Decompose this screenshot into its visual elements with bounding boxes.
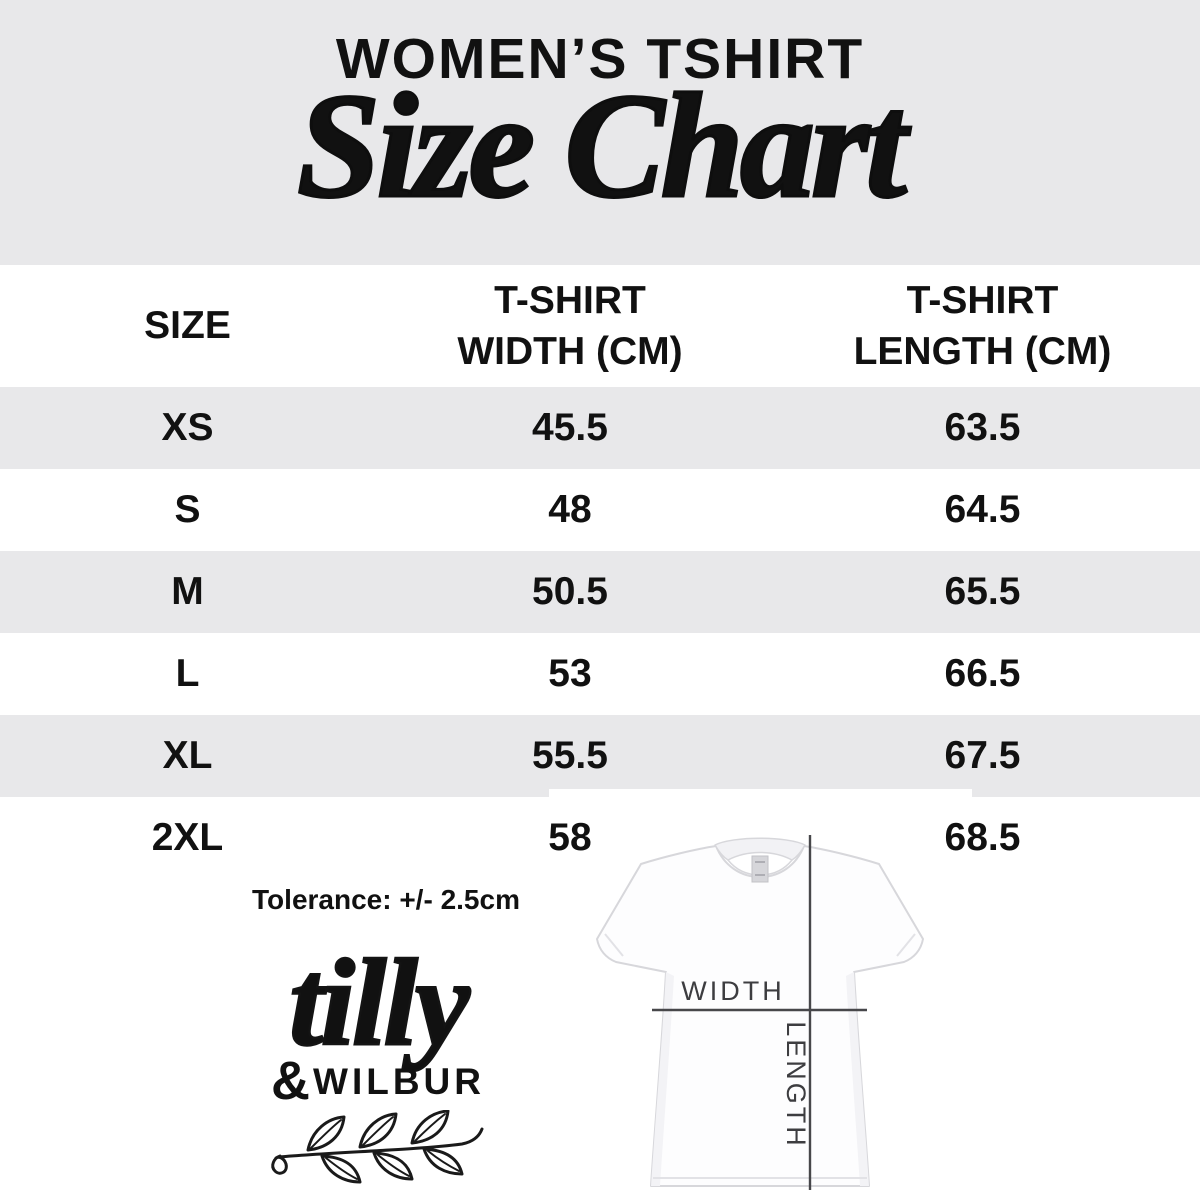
width-cell: 48 [548, 488, 592, 531]
table-row: S 48 64.5 [0, 469, 1200, 551]
tolerance-note: Tolerance: +/- 2.5cm [252, 884, 520, 915]
column-header-length-line2: LENGTH (CM) [853, 330, 1112, 373]
width-cell: 50.5 [532, 570, 608, 613]
table-row: 2XL 58 68.5 [0, 797, 1200, 879]
column-header-length-line1: T-SHIRT [906, 278, 1059, 322]
tshirt-shading-left [651, 972, 674, 1186]
size-cell: XL [162, 734, 213, 777]
table-row: XL 55.5 67.5 [0, 715, 1200, 797]
brand-logo: tilly & WILBUR [178, 934, 578, 1189]
width-cell: 45.5 [532, 406, 608, 449]
brand-name-caps-row: & WILBUR [178, 1054, 578, 1108]
table-header: SIZE T-SHIRT WIDTH (CM) T-SHIRT LENGTH (… [0, 265, 1200, 387]
table-body: XS 45.5 63.5 S 48 64.5 M 50.5 65.5 L 53 … [0, 387, 1200, 879]
length-cell: 68.5 [944, 816, 1021, 859]
length-cell: 66.5 [944, 652, 1021, 695]
table-row: XS 45.5 63.5 [0, 387, 1200, 469]
length-cell: 65.5 [944, 570, 1021, 613]
tshirt-body [596, 845, 924, 1187]
width-measure-label: WIDTH [681, 976, 784, 1006]
column-header-width-line1: T-SHIRT [494, 278, 646, 322]
size-cell: XS [161, 406, 214, 449]
size-cell: L [175, 652, 200, 695]
column-header-size: SIZE [0, 300, 375, 351]
width-cell: 58 [548, 816, 592, 859]
width-cell: 53 [548, 652, 592, 695]
table-row: L 53 66.5 [0, 633, 1200, 715]
tshirt-sleeve-stitch-right [896, 933, 916, 957]
column-header-size-label: SIZE [144, 304, 231, 348]
column-header-length: T-SHIRT LENGTH (CM) [765, 275, 1200, 378]
hero-subtitle: WOMEN’S TSHIRT [335, 27, 865, 91]
length-cell: 64.5 [944, 488, 1021, 531]
length-cell: 67.5 [944, 734, 1021, 777]
column-header-width: T-SHIRT WIDTH (CM) [375, 275, 765, 378]
width-cell: 55.5 [532, 734, 608, 777]
tshirt-diagram: WIDTH LENGTH [549, 789, 972, 1200]
tshirt-sleeve-stitch-left [604, 933, 624, 957]
brand-name-caps: WILBUR [313, 1060, 485, 1102]
size-cell: S [174, 488, 201, 531]
table-row: M 50.5 65.5 [0, 551, 1200, 633]
tshirt-shading-right [846, 972, 869, 1186]
hero-band: WOMEN’S TSHIRT Size Chart [0, 0, 1200, 265]
size-cell: 2XL [151, 816, 224, 859]
laurel-branch-icon [178, 1109, 578, 1189]
column-header-width-line2: WIDTH (CM) [457, 330, 683, 373]
brand-ampersand: & [271, 1051, 311, 1112]
length-cell: 63.5 [944, 406, 1021, 449]
size-cell: M [171, 570, 204, 613]
brand-name-script: tilly [288, 934, 471, 1071]
page-title: Size Chart [295, 62, 908, 230]
tshirt-collar-band [714, 837, 806, 861]
length-measure-label: LENGTH [781, 1021, 811, 1149]
